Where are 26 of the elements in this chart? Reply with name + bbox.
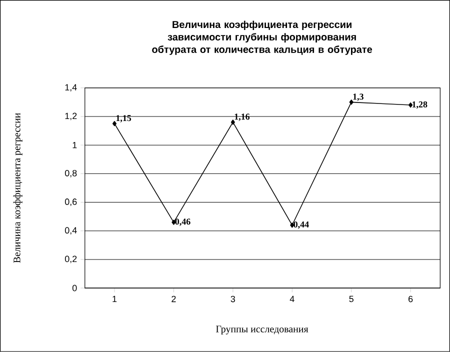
point	[349, 100, 354, 105]
y-tick-label: 0,2	[64, 256, 77, 264]
y-tick-label: 1,4	[65, 84, 77, 92]
x-tick-label: 4	[290, 296, 294, 302]
x-tick-label: 5	[349, 296, 354, 302]
data-label: 0,44	[294, 222, 309, 229]
point	[230, 120, 235, 125]
data-label: 1,16	[234, 114, 250, 122]
x-axis-title: Группы исследования	[216, 326, 308, 334]
data-label: 0,46	[175, 218, 190, 226]
y-tick-label: 0	[72, 284, 77, 292]
x-tick-label: 6	[408, 296, 413, 302]
y-axis-title: Величина коэффициента регрессии	[13, 113, 22, 263]
chart-title: Величина коэффициента регрессии зависимости глубины формирования обтурата от количества кальция в обтурате	[152, 20, 372, 55]
y-tick-label: 1	[72, 142, 77, 148]
y-tick-label: 0,6	[64, 198, 77, 206]
data-label: 1,3	[353, 94, 364, 102]
data-label: 1,28	[412, 101, 428, 109]
x-tick-label: 2	[172, 296, 176, 302]
data-label: 1,15	[116, 115, 132, 122]
point	[112, 121, 117, 126]
y-tick-label: 1,2	[65, 112, 77, 120]
x-tick-label: 3	[230, 296, 236, 302]
y-tick-label: 0,8	[64, 170, 77, 178]
x-tick-label: 1	[112, 296, 117, 302]
y-tick-label: 0,4	[64, 227, 77, 235]
